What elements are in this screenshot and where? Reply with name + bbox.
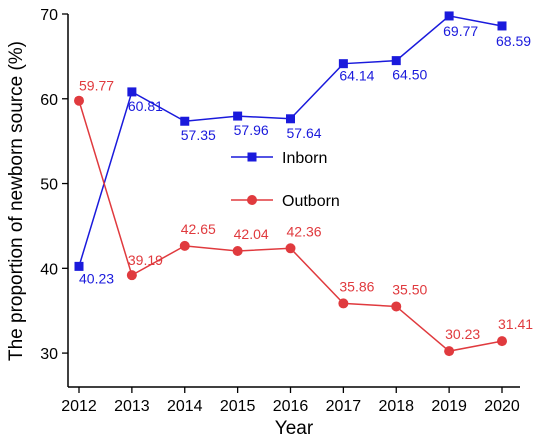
inborn-point bbox=[180, 116, 190, 126]
plot-frame bbox=[67, 14, 520, 388]
x-tick-label: 2014 bbox=[167, 398, 203, 415]
y-tick-label: 40 bbox=[40, 261, 58, 278]
x-tick-label: 2016 bbox=[273, 398, 309, 415]
legend-item-outborn: Outborn bbox=[231, 193, 340, 210]
y-tick-label: 70 bbox=[40, 7, 58, 24]
outborn-data-label: 30.23 bbox=[445, 326, 480, 342]
outborn-point bbox=[285, 243, 296, 254]
outborn-point bbox=[74, 95, 84, 106]
legend: Inborn Outborn bbox=[231, 150, 340, 210]
inborn-data-label: 57.64 bbox=[287, 125, 322, 141]
x-tick-label: 2018 bbox=[378, 398, 414, 415]
series-inborn: 40.23 60.81 57.35 57.96 57.64 64.14 64.50 69.77… bbox=[74, 11, 531, 286]
inborn-data-label: 68.59 bbox=[496, 33, 531, 49]
inborn-point bbox=[233, 111, 243, 121]
inborn-data-label: 64.14 bbox=[339, 68, 374, 84]
legend-label-inborn: Inborn bbox=[282, 150, 327, 167]
inborn-data-label: 57.35 bbox=[181, 127, 216, 143]
outborn-data-label: 35.50 bbox=[392, 281, 427, 297]
outborn-point bbox=[497, 336, 507, 347]
legend-label-outborn: Outborn bbox=[282, 193, 340, 210]
outborn-data-label: 42.36 bbox=[287, 223, 322, 239]
inborn-point bbox=[497, 21, 507, 31]
y-ticks: 30 40 50 60 70 bbox=[40, 7, 68, 363]
inborn-data-label: 64.50 bbox=[392, 67, 427, 83]
inborn-data-label: 60.81 bbox=[128, 98, 163, 114]
outborn-data-label: 39.19 bbox=[128, 252, 163, 268]
inborn-point bbox=[74, 261, 84, 271]
outborn-point bbox=[338, 298, 349, 309]
inborn-point bbox=[127, 87, 137, 97]
inborn-point bbox=[338, 59, 348, 69]
y-tick-label: 50 bbox=[40, 177, 58, 194]
x-axis-title: Year bbox=[275, 418, 314, 439]
outborn-point bbox=[444, 346, 455, 357]
x-tick-label: 2013 bbox=[114, 398, 150, 415]
x-tick-label: 2012 bbox=[61, 398, 97, 415]
y-tick-label: 60 bbox=[40, 92, 58, 109]
x-tick-label: 2015 bbox=[220, 398, 256, 415]
outborn-point bbox=[232, 246, 243, 257]
y-axis-title: The proportion of newborn source (%) bbox=[6, 41, 27, 361]
inborn-data-label: 69.77 bbox=[443, 23, 478, 39]
inborn-data-label: 57.96 bbox=[234, 122, 269, 138]
series-layer: 40.23 60.81 57.35 57.96 57.64 64.14 64.50 69.77… bbox=[74, 11, 533, 357]
inborn-point bbox=[286, 114, 295, 124]
outborn-data-label: 35.86 bbox=[339, 278, 374, 294]
outborn-data-label: 31.41 bbox=[498, 316, 533, 332]
x-ticks: 2012 2013 2014 2015 2016 2017 2018 2019 2020 bbox=[61, 387, 520, 415]
outborn-point bbox=[126, 270, 137, 281]
inborn-data-label: 40.23 bbox=[79, 270, 114, 286]
outborn-data-label: 42.04 bbox=[234, 226, 269, 242]
legend-item-inborn: Inborn bbox=[231, 150, 327, 167]
x-tick-label: 2019 bbox=[431, 398, 467, 415]
series-outborn: 59.77 39.19 42.65 42.04 42.36 35.86 35.50 30.23… bbox=[74, 78, 533, 357]
x-tick-label: 2017 bbox=[326, 398, 362, 415]
inborn-point bbox=[444, 11, 454, 21]
outborn-point bbox=[179, 240, 190, 251]
legend-marker-inborn bbox=[247, 152, 257, 162]
outborn-data-label: 59.77 bbox=[79, 78, 114, 94]
outborn-point bbox=[391, 301, 402, 312]
y-tick-label: 30 bbox=[40, 346, 58, 363]
outborn-data-label: 42.65 bbox=[181, 221, 216, 237]
inborn-point bbox=[391, 56, 401, 66]
legend-marker-outborn bbox=[247, 195, 257, 205]
x-tick-label: 2020 bbox=[484, 398, 520, 415]
